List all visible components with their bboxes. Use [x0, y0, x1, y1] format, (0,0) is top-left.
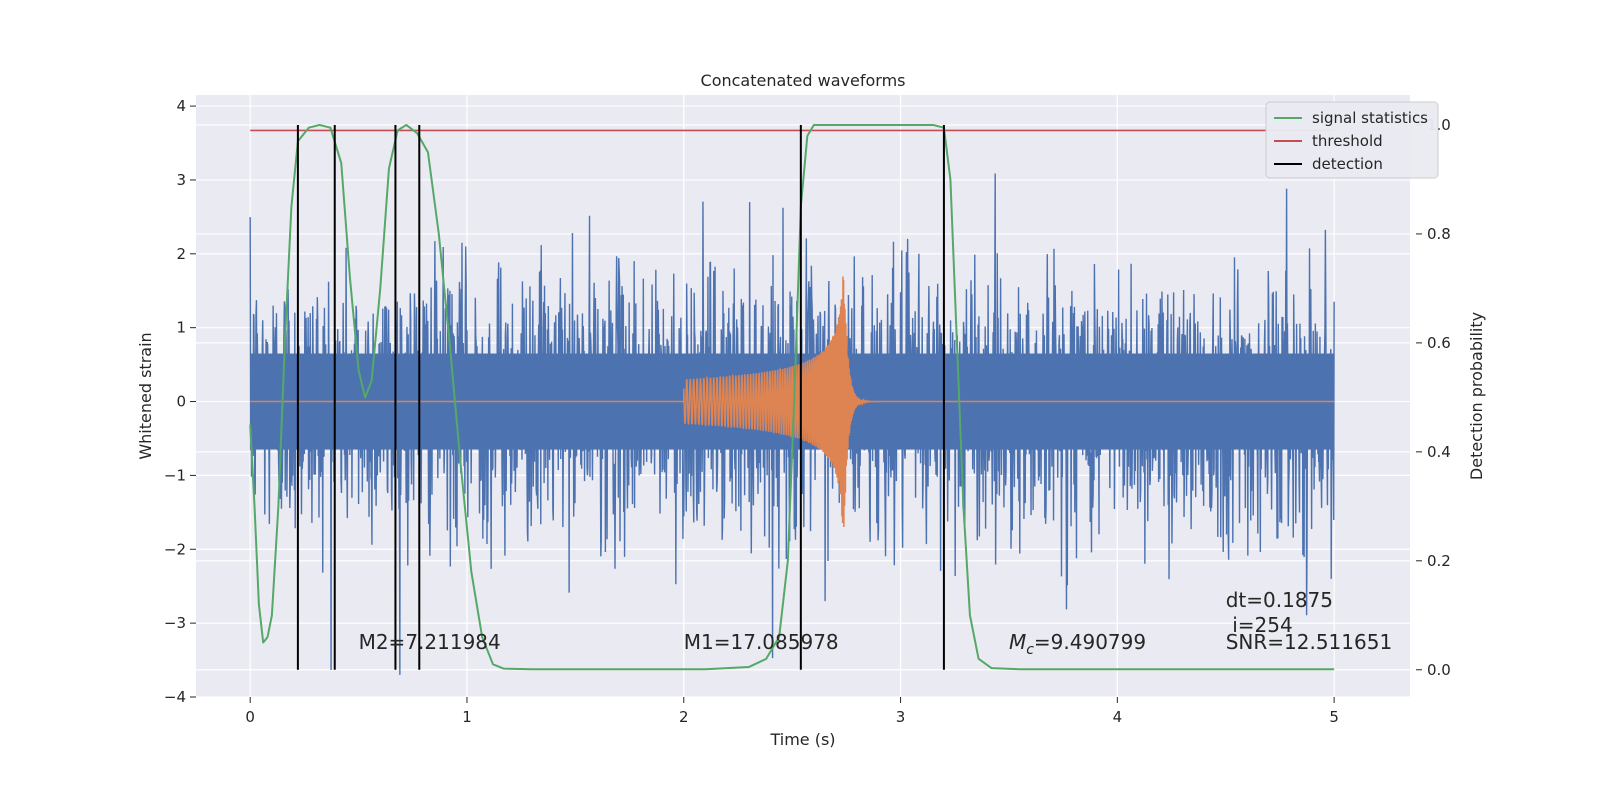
annotation-symbol: M [1009, 630, 1026, 654]
y-tick-label: −2 [164, 540, 186, 558]
x-axis-label: Time (s) [769, 730, 835, 749]
x-tick-label: 5 [1329, 708, 1339, 726]
annotation-subscript: c [1026, 642, 1034, 658]
y2-tick-label: 0.0 [1427, 661, 1451, 679]
y2-tick-label: 0.4 [1427, 443, 1451, 461]
y-tick-label: 2 [176, 245, 186, 263]
legend-label: detection [1312, 155, 1383, 173]
x-tick-label: 2 [679, 708, 689, 726]
annotation-value: =9.490799 [1034, 630, 1146, 654]
annotation-text: i=254 [1232, 613, 1293, 637]
y-tick-label: 0 [176, 393, 186, 411]
chart-title: Concatenated waveforms [701, 71, 906, 90]
y2-tick-label: 0.6 [1427, 334, 1451, 352]
y2-tick-label: 0.2 [1427, 552, 1451, 570]
plot-area [249, 123, 1335, 675]
x-tick-label: 3 [896, 708, 906, 726]
y-tick-label: −1 [164, 466, 186, 484]
annotation-text: M2=7.211984 [359, 630, 501, 654]
y2-axis-label: Detection probability [1467, 312, 1486, 480]
annotations: M2=7.211984 M1=17.085978 Mc=9.490799 dt=0.1… [359, 588, 1393, 658]
x-tick-label: 0 [245, 708, 255, 726]
y2-tick-label: 0.8 [1427, 225, 1451, 243]
y-tick-label: 1 [176, 319, 186, 337]
signal-statistics-line [249, 123, 1335, 671]
legend: signal statistics threshold detection [1265, 101, 1439, 179]
y-tick-label: −4 [164, 688, 186, 706]
legend-box [1265, 101, 1439, 179]
legend-label: signal statistics [1312, 109, 1428, 127]
y-tick-label: 3 [176, 171, 186, 189]
legend-label: threshold [1312, 132, 1383, 150]
x-tick-label: 4 [1113, 708, 1123, 726]
annotation-text: SNR=12.511651 [1226, 630, 1392, 654]
annotation-text: dt=0.1875 [1226, 588, 1333, 612]
template-waveform [250, 276, 1335, 528]
y-axis-label: Whitened strain [136, 332, 155, 459]
annotation-text: Mc=9.490799 [1009, 630, 1146, 658]
y-tick-label: −3 [164, 614, 186, 632]
x-tick-label: 1 [462, 708, 472, 726]
annotation-text: M1=17.085978 [684, 630, 839, 654]
y-tick-label: 4 [176, 97, 186, 115]
